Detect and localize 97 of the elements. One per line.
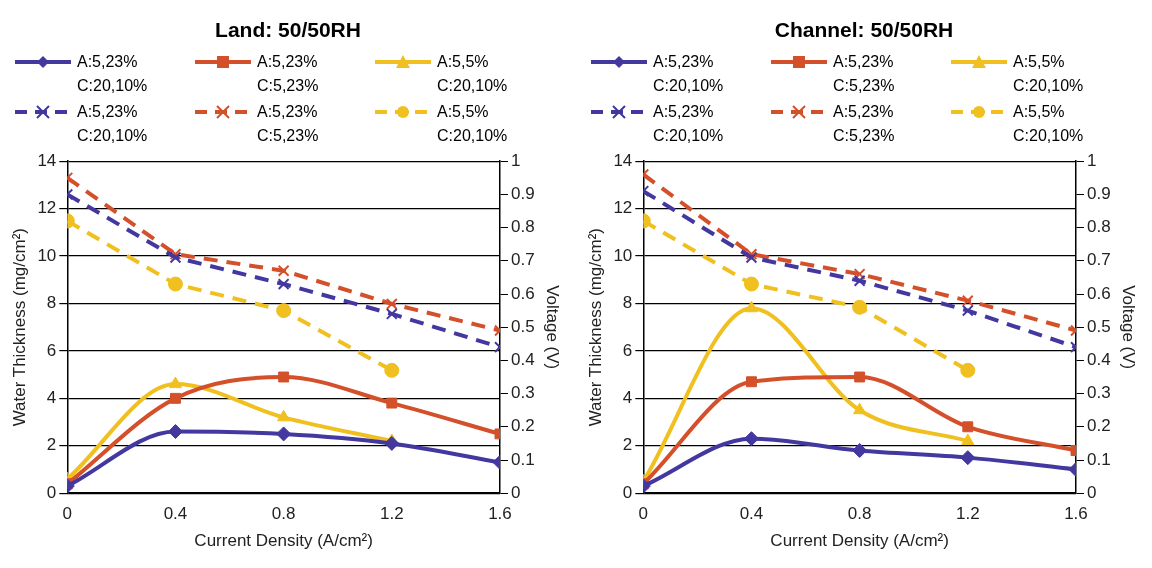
point	[385, 307, 398, 320]
point	[962, 421, 974, 433]
legend-label: A:5,23% C:5,23%	[833, 102, 896, 146]
y2-tick-label: 0.1	[1086, 449, 1111, 469]
y2-tick-label: 0.5	[1086, 316, 1111, 336]
x-tick-label: 1.2	[955, 504, 980, 524]
y-tick-label: 4	[46, 388, 57, 408]
y2-tick-label: 0.9	[1086, 184, 1111, 204]
y-tick-label: 6	[46, 340, 57, 360]
y2-tick-label: 1	[510, 150, 521, 170]
y-tick-label: 10	[613, 245, 633, 265]
point	[277, 278, 290, 290]
y-tick-label: 2	[622, 435, 633, 455]
point	[168, 376, 183, 389]
legend-label: A:5,5% C:20,10%	[1013, 102, 1085, 146]
y-tick-label: 12	[613, 198, 633, 218]
point	[961, 294, 974, 307]
y2-tick-label: 0.1	[510, 449, 535, 469]
y2-tick-label: 0.4	[1086, 350, 1111, 370]
y-tick-label: 4	[622, 388, 633, 408]
point	[743, 276, 759, 292]
x-tick-label: 0	[62, 504, 73, 524]
y2-tick-label: 0.4	[510, 350, 535, 370]
point	[386, 397, 398, 409]
y2-tick-label: 1	[1086, 150, 1097, 170]
x-tick-label: 0.4	[163, 504, 188, 524]
x-tick-label: 0.4	[739, 504, 764, 524]
point	[853, 268, 866, 281]
y-tick-label: 14	[37, 150, 57, 170]
y-axis-title: Water Thickness (mg/cm²)	[585, 228, 605, 427]
legend-label: A:5,23% C:5,23%	[257, 52, 320, 96]
y2-axis-title: Voltage (V)	[1119, 285, 1139, 370]
y-tick-label: 12	[37, 198, 57, 218]
x-tick-label: 1.6	[488, 504, 512, 524]
y-tick-label: 0	[622, 482, 633, 502]
y-tick-label: 8	[622, 293, 633, 313]
y2-tick-label: 0	[510, 482, 521, 502]
y2-tick-label: 0.8	[1086, 217, 1111, 237]
y2-tick-label: 0.7	[1086, 250, 1111, 270]
legend-label: A:5,23% C:20,10%	[77, 102, 149, 146]
point	[853, 402, 867, 415]
x-tick-label: 1.2	[379, 504, 404, 524]
legend-label: A:5,23% C:5,23%	[257, 102, 320, 146]
y2-tick-label: 0.2	[510, 416, 535, 436]
legend-label: A:5,5% C:20,10%	[437, 102, 509, 146]
x-tick-label: 0.8	[271, 504, 296, 524]
y-tick-label: 2	[46, 435, 57, 455]
point	[384, 362, 400, 378]
point	[276, 426, 292, 442]
y2-tick-label: 0.3	[510, 383, 535, 403]
y2-tick-label: 0.6	[510, 283, 535, 303]
point	[276, 303, 292, 319]
legend-label: A:5,5% C:20,10%	[1013, 52, 1085, 96]
legend-label: A:5,23% C:20,10%	[653, 102, 725, 146]
point	[744, 300, 759, 313]
x-tick-label: 1.6	[1064, 504, 1088, 524]
legend-label: A:5,23% C:20,10%	[653, 52, 725, 96]
x-axis-title: Current Density (A/cm²)	[770, 531, 949, 551]
y2-tick-label: 0.3	[1086, 383, 1111, 403]
y-tick-label: 0	[46, 482, 57, 502]
point	[853, 274, 866, 287]
y2-tick-label: 0.6	[1086, 283, 1111, 303]
point	[278, 371, 290, 383]
y2-tick-label: 0	[1086, 482, 1097, 502]
legend-label: A:5,5% C:20,10%	[437, 52, 509, 96]
point	[960, 450, 976, 466]
point	[167, 276, 183, 292]
point	[385, 298, 398, 310]
chart-title: Channel: 50/50RH	[774, 18, 954, 43]
point	[852, 443, 868, 459]
y2-tick-label: 0.9	[510, 184, 535, 204]
x-axis-title: Current Density (A/cm²)	[194, 531, 373, 551]
point	[961, 433, 975, 446]
point	[170, 392, 181, 404]
legend-label: A:5,23% C:5,23%	[833, 52, 896, 96]
point	[852, 299, 868, 315]
legend-label: A:5,23% C:20,10%	[77, 52, 149, 96]
y-axis-title: Water Thickness (mg/cm²)	[9, 228, 29, 427]
point	[960, 362, 976, 378]
point	[277, 409, 291, 422]
y-tick-label: 10	[37, 245, 57, 265]
y2-tick-label: 0.5	[510, 316, 535, 336]
y2-tick-label: 0.7	[510, 250, 535, 270]
point	[961, 304, 974, 317]
y2-tick-label: 0.8	[510, 217, 535, 237]
point	[854, 371, 866, 383]
x-tick-label: 0	[638, 504, 649, 524]
x-tick-label: 0.8	[847, 504, 872, 524]
point	[746, 376, 757, 388]
y-tick-label: 8	[46, 293, 57, 313]
y-tick-label: 14	[613, 150, 633, 170]
y-tick-label: 6	[622, 340, 633, 360]
chart-title: Land: 50/50RH	[215, 18, 361, 43]
y2-axis-title: Voltage (V)	[543, 285, 563, 370]
y2-tick-label: 0.2	[1086, 416, 1111, 436]
point	[384, 435, 400, 451]
point	[277, 264, 290, 277]
